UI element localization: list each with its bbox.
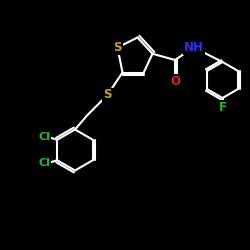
Text: S: S	[113, 41, 122, 54]
Text: O: O	[170, 75, 180, 88]
Text: Cl: Cl	[38, 132, 50, 142]
Text: F: F	[218, 101, 226, 114]
Text: NH: NH	[184, 41, 204, 54]
Text: S: S	[103, 88, 112, 102]
Text: Cl: Cl	[38, 158, 50, 168]
